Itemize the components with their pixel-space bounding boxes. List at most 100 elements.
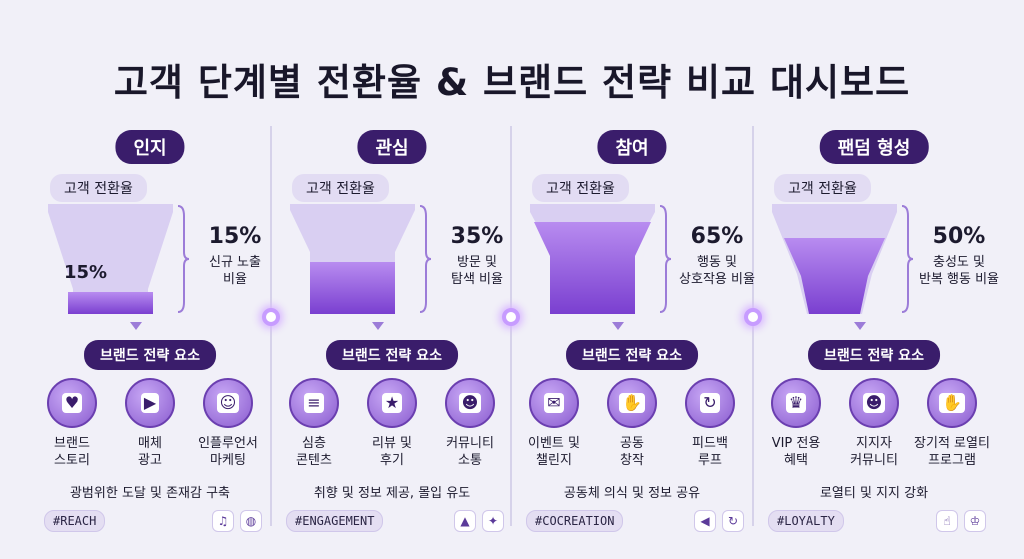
strategy-item: ☺ 인플루언서 마케팅 [190,378,266,469]
column-divider [752,126,754,526]
strategy-label: 피드백 루프 [672,435,748,469]
strategy-label-line: 콘텐츠 [296,453,332,468]
icon-glyph: ≡ [304,393,324,413]
strategy-label-line: 이벤트 및 [528,436,580,451]
conversion-label: 고객 전환율 [532,174,629,202]
strategy-label-line: 리뷰 및 [371,436,412,451]
divider-node [262,308,280,326]
strategy-label-line: 스토리 [54,453,90,468]
funnel-fill [310,262,395,314]
strategy-label-line: 지지자 [856,436,892,451]
strategy-label: VIP 전용 혜택 [758,435,834,469]
mini-icon: ▲ [454,510,476,532]
strategy-label-line: 브랜드 [54,436,90,451]
strategy-item: ☻ 커뮤니티 소통 [432,378,508,469]
strategy-label-line: 프로그램 [928,453,976,468]
mini-icon-group: ☝ ♔ [936,510,986,532]
brace-bracket [901,205,914,313]
stage-name-pill: 관심 [357,130,427,164]
conversion-description: 방문 및 탐색 비율 [422,254,532,288]
stage-name-pill: 참여 [597,130,667,164]
strategy-label-line: 혜택 [784,453,808,468]
funnel-inner-percent: 15% [64,262,108,283]
mini-icon: ♫ [212,510,234,532]
divider-node [502,308,520,326]
mini-icon-group: ▲ ✦ [454,510,504,532]
story-icon: ♥ [47,378,97,428]
icon-glyph: ☺ [216,393,240,413]
vip-icon: ♛ [771,378,821,428]
mini-icon: ◀ [694,510,716,532]
funnel-graphic [290,204,415,314]
mini-icon: ✦ [482,510,504,532]
conversion-percent: 15% [208,224,262,249]
brand-strategy-pill: 브랜드 전략 요소 [808,340,940,370]
conversion-label: 고객 전환율 [292,174,389,202]
event-icon: ✉ [529,378,579,428]
strategy-label-line: 심층 [302,436,326,451]
feedback-loop-icon: ↻ [685,378,735,428]
conversion-percent: 65% [690,224,744,249]
column-divider [270,126,272,526]
strategy-label-line: 마케팅 [210,453,246,468]
strategy-item: ★ 리뷰 및 후기 [354,378,430,469]
brand-strategy-pill: 브랜드 전략 요소 [84,340,216,370]
description-line: 행동 및 [696,255,737,270]
icon-glyph: ✉ [544,393,564,413]
conversion-percent: 35% [450,224,504,249]
down-arrow-icon [372,322,384,330]
description-line: 신규 노출 [209,255,261,270]
mini-icon-group: ◀ ↻ [694,510,744,532]
hashtag-badge: #LOYALTY [768,510,844,532]
strategy-item: ✋ 장기적 로열티 프로그램 [914,378,990,469]
funnel-graphic [48,204,173,314]
conversion-funnel [772,204,897,314]
stage-name-pill: 인지 [115,130,185,164]
icon-glyph: ♥ [61,393,83,413]
strategy-label-line: 루프 [698,453,722,468]
stage-summary: 취향 및 정보 제공, 몰입 유도 [313,486,471,501]
review-icon: ★ [367,378,417,428]
hashtag-badge: #REACH [44,510,106,532]
strategy-label-line: 소통 [458,453,482,468]
icon-glyph: ☻ [458,393,482,413]
strategy-item: ▶ 매체 광고 [112,378,188,469]
column-divider [510,126,512,526]
brace-bracket [659,205,672,313]
supporter-community-icon: ☻ [849,378,899,428]
stage-summary: 로열티 및 지지 강화 [819,486,929,501]
mini-icon: ↻ [722,510,744,532]
strategy-label-line: 창작 [620,453,644,468]
description-line: 방문 및 [456,255,497,270]
strategy-label: 공동 창작 [594,435,670,469]
description-line: 비율 [223,272,247,287]
stage-column: 참여 고객 전환율 65% 행동 및 상호작용 비율 브랜드 전략 요소 ✉ 이벤트 및 챌린지… [512,126,755,546]
funnel-graphic [530,204,655,314]
mini-icon-group: ♫ ◍ [212,510,262,532]
conversion-funnel [290,204,415,314]
icon-glyph: ♛ [785,393,807,413]
conversion-label: 고객 전환율 [50,174,147,202]
strategy-icons: ✉ 이벤트 및 챌린지 ✋ 공동 창작 ↻ 피드백 루프 [512,378,752,473]
conversion-percent: 50% [932,224,986,249]
mini-icon: ☝ [936,510,958,532]
funnel-fill [68,292,153,314]
strategy-label-line: 광고 [138,453,162,468]
icon-glyph: ✋ [939,393,965,413]
conversion-label: 고객 전환율 [774,174,871,202]
description-line: 반복 행동 비율 [918,272,1000,287]
strategy-label-line: 챌린지 [536,453,572,468]
strategy-label: 장기적 로열티 프로그램 [914,435,990,469]
description-line: 상호작용 비율 [679,272,755,287]
mini-icon: ◍ [240,510,262,532]
mini-icon: ♔ [964,510,986,532]
conversion-description: 충성도 및 반복 행동 비율 [904,254,1014,288]
funnel-graphic [772,204,897,314]
